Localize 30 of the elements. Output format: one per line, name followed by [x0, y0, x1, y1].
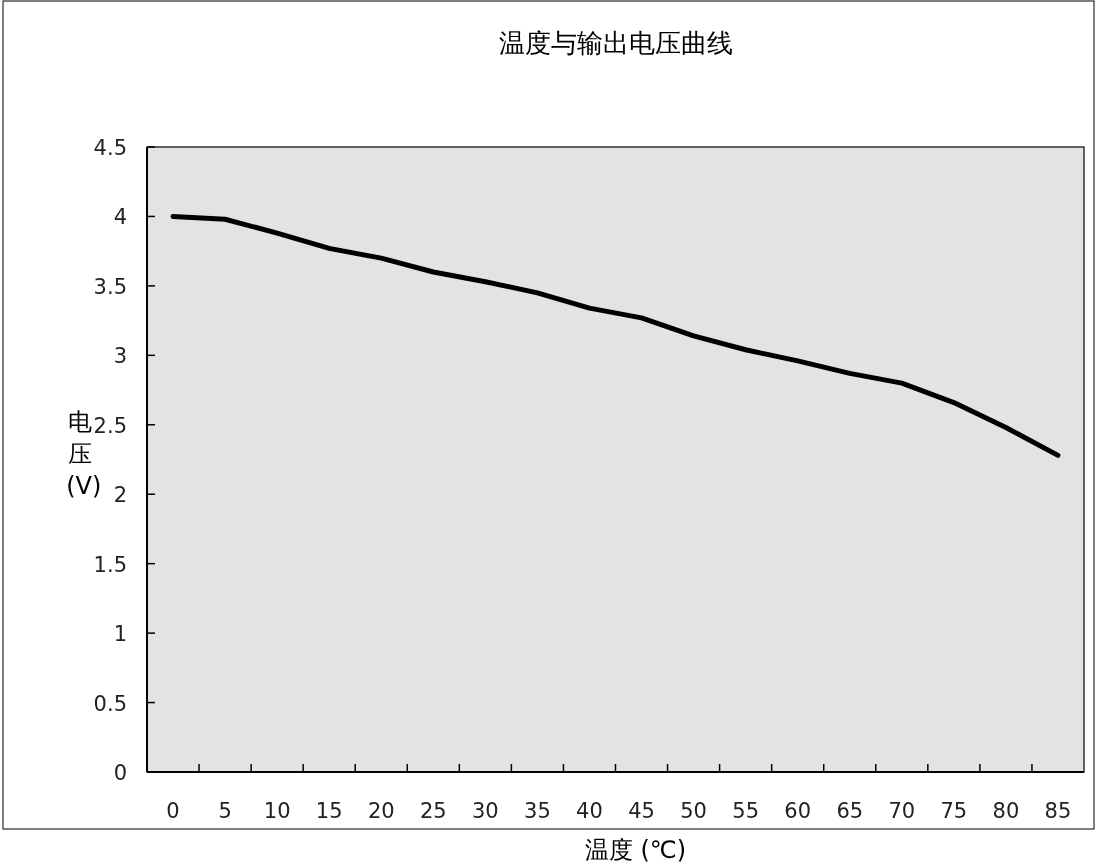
- x-tick-label: 30: [471, 799, 499, 823]
- y-tick-label: 3: [113, 344, 127, 369]
- x-tick-label: 40: [576, 799, 603, 823]
- y-tick-label: 1: [113, 622, 127, 647]
- x-tick-label: 10: [263, 799, 291, 823]
- x-tick-label: 65: [836, 799, 864, 823]
- x-tick-label: 20: [367, 799, 395, 823]
- y-tick-label: 0.5: [93, 691, 127, 716]
- x-tick-label: 45: [628, 799, 655, 823]
- chart-title: 温度与输出电压曲线: [498, 28, 733, 58]
- x-tick-label: 15: [315, 799, 343, 823]
- y-tick-label: 1.5: [93, 552, 127, 577]
- x-tick-label: 35: [524, 799, 551, 823]
- y-tick-label: 0: [113, 761, 127, 785]
- x-tick-label: 70: [888, 799, 916, 823]
- y-tick-label: 3.5: [93, 274, 127, 299]
- x-axis-title: 温度 (℃): [584, 836, 687, 864]
- x-tick-label: 60: [784, 799, 812, 823]
- x-tick-label: 75: [940, 799, 968, 823]
- y-tick-label: 4.5: [93, 136, 127, 160]
- x-tick-label: 80: [992, 799, 1020, 823]
- x-tick-label: 5: [218, 799, 232, 823]
- y-tick-label: 2.5: [93, 413, 127, 438]
- x-tick-label: 0: [166, 799, 180, 823]
- x-tick-label: 85: [1044, 799, 1072, 823]
- x-tick-label: 25: [419, 799, 447, 823]
- y-tick-label: 4: [113, 205, 127, 230]
- x-tick-label: 50: [680, 799, 707, 823]
- x-tick-label: 55: [732, 799, 760, 823]
- y-tick-label: 2: [113, 483, 127, 508]
